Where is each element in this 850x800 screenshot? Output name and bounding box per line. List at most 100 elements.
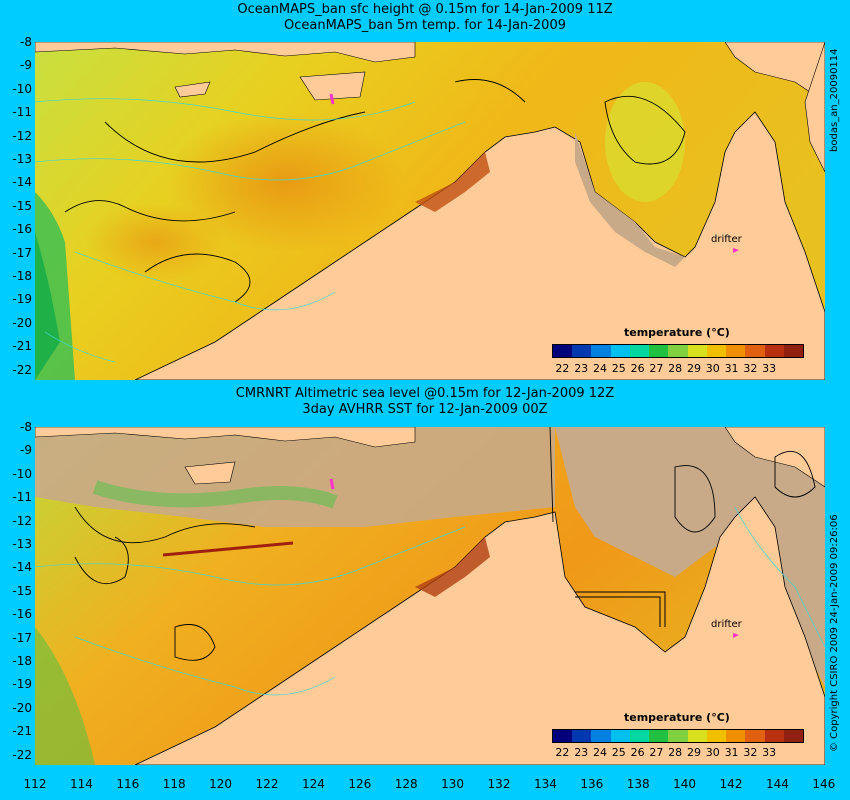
top-colorbar-tick: 30	[705, 362, 720, 375]
bottom-y-tick: -17	[12, 630, 32, 645]
top-colorbar-swatch	[687, 345, 707, 357]
bottom-bathymetry-contours	[35, 506, 825, 696]
bottom-y-tick: -9	[20, 443, 32, 458]
bottom-colorbar-swatch	[668, 730, 688, 742]
top-drifter-label: drifter	[711, 234, 742, 245]
top-gulf-shelf	[575, 132, 685, 267]
top-sumba-island	[174, 81, 211, 98]
top-y-tick: -16	[12, 222, 32, 237]
bottom-colorbar-swatch	[572, 730, 592, 742]
top-colorbar-ticks: 22 23 24 25 26 27 28 29 30 31 32 33	[553, 362, 779, 375]
top-gulf-cool	[605, 82, 685, 202]
top-map-panel[interactable]	[35, 42, 825, 380]
bottom-colorbar-tick: 27	[649, 746, 664, 759]
top-colorbar-tick: 23	[574, 362, 589, 375]
x-tick: 114	[69, 777, 93, 791]
bottom-y-tick: -11	[12, 490, 32, 505]
top-colorbar-tick: 22	[555, 362, 570, 375]
top-y-tick: -11	[12, 105, 32, 120]
bottom-colorbar-title: temperature (°C)	[624, 711, 730, 724]
bottom-colorbar-swatch	[591, 730, 611, 742]
top-colorbar-swatch	[726, 345, 746, 357]
bottom-y-tick: -18	[12, 654, 32, 668]
top-y-tick: -21	[12, 339, 32, 354]
bottom-title-line1: CMRNRT Altimetric sea level @0.15m for 1…	[235, 386, 615, 401]
x-tick: 134	[533, 777, 557, 791]
x-tick: 122	[255, 777, 279, 791]
top-colorbar-tick: 28	[668, 362, 683, 375]
bottom-y-tick: -8	[20, 420, 32, 434]
bottom-colorbar-tick: 26	[630, 746, 645, 759]
bottom-map-panel[interactable]	[35, 427, 825, 765]
top-drifter-marker	[733, 248, 739, 253]
x-tick: 132	[487, 777, 511, 791]
bottom-colorbar-ticks: 22 23 24 25 26 27 28 29 30 31 32 33	[553, 746, 779, 759]
bottom-height-contours	[74, 427, 816, 661]
bottom-map-svg	[35, 427, 825, 765]
top-side-label: bodas_an_20090114	[829, 48, 840, 152]
bottom-y-tick: -16	[12, 607, 32, 622]
top-indonesia-land	[35, 42, 416, 63]
top-colorbar-swatch	[706, 345, 727, 357]
top-colorbar-swatch	[745, 345, 765, 357]
top-colorbar-tick: 26	[630, 362, 645, 375]
x-tick: 138	[626, 777, 650, 791]
top-y-tick: -8	[20, 35, 32, 49]
top-y-tick: -10	[12, 81, 32, 96]
bottom-colorbar-swatch	[629, 730, 650, 742]
bottom-title-line2: 3day AVHRR SST for 12-Jan-2009 00Z	[302, 402, 548, 417]
top-height-contours	[64, 79, 686, 303]
bottom-australia-land	[134, 496, 825, 765]
bottom-colorbar-tick: 29	[686, 746, 701, 759]
bottom-drifter-marker	[733, 633, 739, 638]
bottom-y-tick: -19	[12, 677, 32, 692]
bottom-colorbar-swatch	[706, 730, 727, 742]
bottom-y-tick: -12	[12, 513, 32, 528]
x-tick: 130	[441, 777, 465, 791]
bottom-colorbar-swatch	[783, 730, 804, 742]
top-colorbar-tick: 33	[762, 362, 777, 375]
top-newguinea-land	[724, 42, 825, 103]
bottom-colorbar-swatch	[649, 730, 669, 742]
top-warm-pool-2	[85, 202, 225, 282]
top-colorbar-tick: 32	[743, 362, 758, 375]
x-tick: 116	[116, 777, 140, 791]
bottom-colorbar-tick: 25	[611, 746, 626, 759]
bottom-gulf-cloud	[555, 427, 825, 687]
top-title-line1: OceanMAPS_ban sfc height @ 0.15m for 14-…	[237, 2, 613, 17]
top-y-tick: -22	[12, 362, 32, 377]
top-y-tick: -12	[12, 128, 32, 143]
x-tick: 140	[673, 777, 697, 791]
top-y-tick: -9	[20, 58, 32, 73]
x-tick: 136	[580, 777, 604, 791]
bottom-indonesia-land	[35, 427, 416, 448]
bottom-colorbar-tick: 23	[574, 746, 589, 759]
top-colorbar-tick: 27	[649, 362, 664, 375]
bottom-colorbar-tick: 30	[705, 746, 720, 759]
x-tick: 118	[162, 777, 186, 791]
top-y-tick: -18	[12, 269, 32, 283]
bottom-kimberley-warm	[415, 537, 490, 597]
bottom-side-label: © Copyright CSIRO 2009 24-Jan-2009 09:26…	[829, 514, 840, 752]
top-colorbar-tick: 24	[592, 362, 607, 375]
x-tick: 120	[209, 777, 233, 791]
bottom-colorbar-swatch	[745, 730, 765, 742]
x-tick: 124	[301, 777, 325, 791]
top-colorbar-swatch	[649, 345, 669, 357]
bottom-cool-water	[35, 627, 95, 765]
top-y-tick: -20	[12, 315, 32, 330]
top-right-land	[804, 42, 825, 173]
bottom-colorbar-swatch	[553, 730, 573, 742]
bottom-y-tick: -13	[12, 537, 32, 551]
x-tick: 112	[23, 777, 47, 791]
bottom-sumba-island	[184, 461, 236, 485]
bottom-y-tick: -15	[12, 583, 32, 598]
top-y-tick: -15	[12, 198, 32, 213]
bottom-cool-band	[92, 480, 338, 509]
top-colorbar-swatch	[764, 345, 784, 357]
bottom-colorbar	[552, 729, 804, 743]
bottom-colorbar-tick: 24	[592, 746, 607, 759]
top-colorbar-tick: 25	[611, 362, 626, 375]
x-tick: 126	[348, 777, 372, 791]
top-y-tick: -14	[12, 175, 32, 190]
